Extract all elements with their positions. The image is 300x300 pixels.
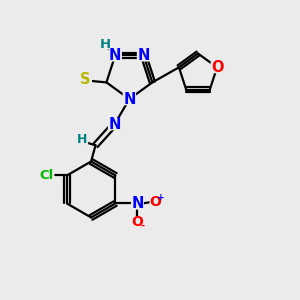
FancyBboxPatch shape bbox=[108, 49, 122, 62]
Text: +: + bbox=[157, 193, 165, 202]
FancyBboxPatch shape bbox=[211, 61, 224, 73]
Text: O: O bbox=[211, 60, 223, 75]
Text: H: H bbox=[99, 38, 110, 51]
Text: Cl: Cl bbox=[39, 169, 53, 182]
Text: N: N bbox=[123, 92, 136, 106]
Text: N: N bbox=[109, 48, 122, 63]
Text: N: N bbox=[109, 117, 121, 132]
Text: N: N bbox=[131, 196, 144, 211]
Text: S: S bbox=[80, 72, 91, 87]
FancyBboxPatch shape bbox=[149, 196, 162, 208]
Text: N: N bbox=[137, 48, 150, 63]
FancyBboxPatch shape bbox=[108, 118, 122, 130]
FancyBboxPatch shape bbox=[38, 169, 54, 182]
FancyBboxPatch shape bbox=[99, 39, 111, 50]
Text: -: - bbox=[141, 221, 145, 231]
FancyBboxPatch shape bbox=[123, 93, 136, 105]
Text: O: O bbox=[131, 215, 143, 229]
FancyBboxPatch shape bbox=[79, 73, 92, 86]
Text: H: H bbox=[77, 133, 88, 146]
FancyBboxPatch shape bbox=[131, 197, 144, 210]
FancyBboxPatch shape bbox=[137, 49, 150, 62]
Text: O: O bbox=[150, 195, 162, 209]
FancyBboxPatch shape bbox=[76, 134, 88, 144]
FancyBboxPatch shape bbox=[131, 216, 144, 227]
